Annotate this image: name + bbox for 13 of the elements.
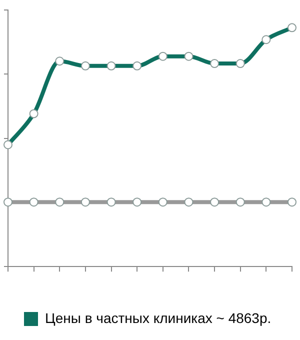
point xyxy=(106,198,116,207)
point xyxy=(132,198,142,207)
point xyxy=(4,198,12,207)
point xyxy=(262,198,271,207)
point xyxy=(184,198,194,207)
point xyxy=(288,198,296,207)
point xyxy=(210,198,220,207)
legend-label: Цены в частных клиниках ~ 4863р. xyxy=(45,310,272,326)
point xyxy=(236,198,245,207)
point xyxy=(55,198,64,207)
point xyxy=(29,198,38,207)
point xyxy=(158,198,168,207)
point xyxy=(80,198,90,207)
